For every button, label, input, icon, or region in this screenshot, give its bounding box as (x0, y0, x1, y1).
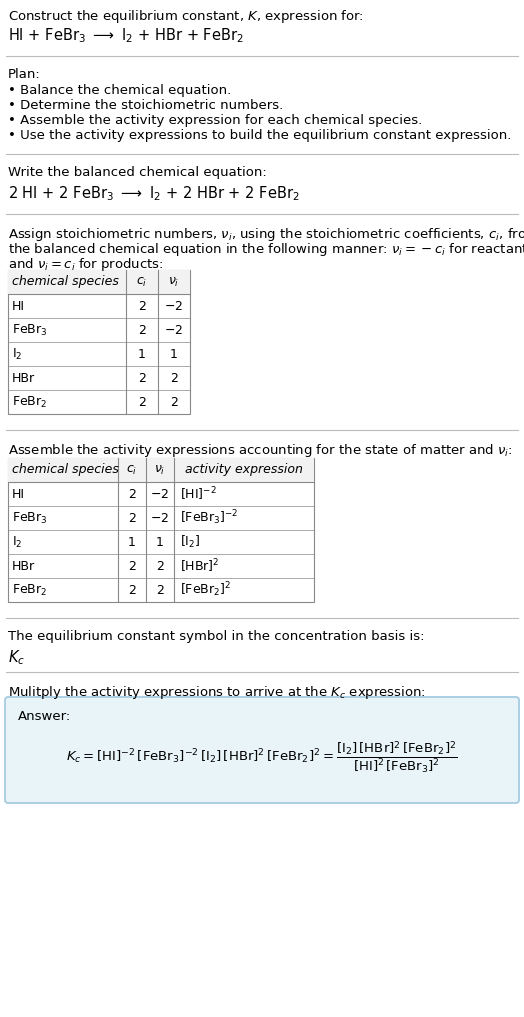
Text: 1: 1 (128, 536, 136, 548)
Bar (8, 458, 314, 482)
Text: Assemble the activity expressions accounting for the state of matter and $\nu_i$: Assemble the activity expressions accoun… (8, 442, 512, 459)
Text: FeBr$_2$: FeBr$_2$ (12, 395, 47, 410)
Text: 2: 2 (138, 323, 146, 337)
Text: chemical species: chemical species (12, 276, 119, 289)
Text: $[\mathrm{FeBr_2}]^{2}$: $[\mathrm{FeBr_2}]^{2}$ (180, 581, 231, 599)
Text: $c_i$: $c_i$ (136, 276, 148, 289)
Text: HI: HI (12, 487, 25, 500)
Text: 2: 2 (128, 487, 136, 500)
Text: 2: 2 (170, 396, 178, 409)
Text: • Determine the stoichiometric numbers.: • Determine the stoichiometric numbers. (8, 99, 283, 112)
Text: 2: 2 (128, 559, 136, 573)
Text: chemical species: chemical species (12, 464, 119, 477)
Text: 1: 1 (156, 536, 164, 548)
Text: 2: 2 (156, 559, 164, 573)
Text: Write the balanced chemical equation:: Write the balanced chemical equation: (8, 166, 267, 179)
Text: $[\mathrm{I_2}]$: $[\mathrm{I_2}]$ (180, 534, 200, 550)
Text: Assign stoichiometric numbers, $\nu_i$, using the stoichiometric coefficients, $: Assign stoichiometric numbers, $\nu_i$, … (8, 226, 524, 243)
Text: $K_c$: $K_c$ (8, 648, 25, 667)
Text: $\nu_i$: $\nu_i$ (168, 276, 180, 289)
Text: 2: 2 (170, 371, 178, 384)
Text: $[\mathrm{HBr}]^{2}$: $[\mathrm{HBr}]^{2}$ (180, 557, 220, 575)
Text: activity expression: activity expression (185, 464, 303, 477)
Text: 1: 1 (138, 348, 146, 360)
Text: FeBr$_3$: FeBr$_3$ (12, 511, 48, 526)
Text: 2: 2 (138, 371, 146, 384)
Text: $-2$: $-2$ (165, 299, 183, 312)
Text: 1: 1 (170, 348, 178, 360)
Text: $-2$: $-2$ (165, 323, 183, 337)
Text: Plan:: Plan: (8, 68, 41, 81)
Text: $[\mathrm{FeBr_3}]^{-2}$: $[\mathrm{FeBr_3}]^{-2}$ (180, 508, 238, 528)
Text: HI + FeBr$_3$ $\longrightarrow$ I$_2$ + HBr + FeBr$_2$: HI + FeBr$_3$ $\longrightarrow$ I$_2$ + … (8, 26, 244, 45)
Text: $c_i$: $c_i$ (126, 464, 138, 477)
Text: 2: 2 (128, 512, 136, 525)
Text: $-2$: $-2$ (150, 512, 170, 525)
Text: • Balance the chemical equation.: • Balance the chemical equation. (8, 84, 231, 97)
Text: 2 HI + 2 FeBr$_3$ $\longrightarrow$ I$_2$ + 2 HBr + 2 FeBr$_2$: 2 HI + 2 FeBr$_3$ $\longrightarrow$ I$_2… (8, 184, 300, 202)
Text: HBr: HBr (12, 559, 35, 573)
Text: and $\nu_i = c_i$ for products:: and $\nu_i = c_i$ for products: (8, 256, 163, 273)
Text: FeBr$_2$: FeBr$_2$ (12, 583, 47, 598)
Text: 2: 2 (138, 396, 146, 409)
Text: FeBr$_3$: FeBr$_3$ (12, 322, 48, 338)
Text: • Use the activity expressions to build the equilibrium constant expression.: • Use the activity expressions to build … (8, 129, 511, 142)
Text: 2: 2 (156, 584, 164, 597)
Text: I$_2$: I$_2$ (12, 535, 23, 549)
Text: I$_2$: I$_2$ (12, 347, 23, 362)
FancyBboxPatch shape (5, 697, 519, 803)
Text: the balanced chemical equation in the following manner: $\nu_i = -c_i$ for react: the balanced chemical equation in the fo… (8, 241, 524, 258)
Text: • Assemble the activity expression for each chemical species.: • Assemble the activity expression for e… (8, 114, 422, 127)
Bar (8, 458, 314, 602)
Text: 2: 2 (128, 584, 136, 597)
Text: Mulitply the activity expressions to arrive at the $K_c$ expression:: Mulitply the activity expressions to arr… (8, 684, 426, 701)
Text: HI: HI (12, 299, 25, 312)
Text: 2: 2 (138, 299, 146, 312)
Text: $K_c = [\mathrm{HI}]^{-2}\,[\mathrm{FeBr_3}]^{-2}\,[\mathrm{I_2}]\,[\mathrm{HBr}: $K_c = [\mathrm{HI}]^{-2}\,[\mathrm{FeBr… (66, 740, 458, 776)
Bar (8, 270, 190, 414)
Text: Answer:: Answer: (18, 710, 71, 723)
Text: $[\mathrm{HI}]^{-2}$: $[\mathrm{HI}]^{-2}$ (180, 485, 217, 502)
Text: HBr: HBr (12, 371, 35, 384)
Text: $\nu_i$: $\nu_i$ (154, 464, 166, 477)
Text: The equilibrium constant symbol in the concentration basis is:: The equilibrium constant symbol in the c… (8, 630, 424, 643)
Text: Construct the equilibrium constant, $K$, expression for:: Construct the equilibrium constant, $K$,… (8, 8, 364, 25)
Bar (8, 270, 190, 294)
Text: $-2$: $-2$ (150, 487, 170, 500)
